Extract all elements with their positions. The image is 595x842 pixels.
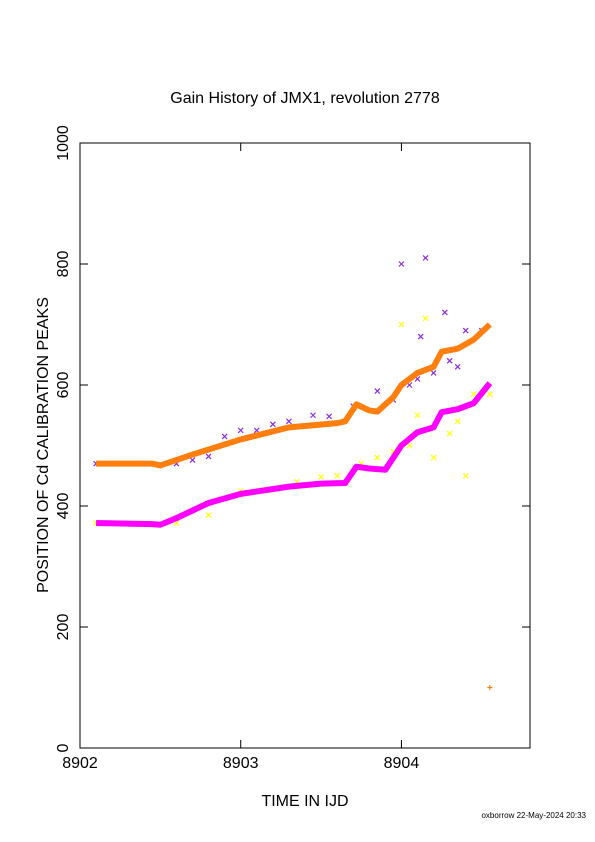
data-point	[374, 388, 381, 394]
data-point	[422, 255, 429, 261]
data-point	[462, 327, 469, 334]
data-point	[326, 413, 333, 420]
data-point	[221, 433, 228, 440]
data-point	[487, 685, 493, 690]
data-point	[414, 412, 421, 419]
data-point	[422, 315, 429, 322]
data-point	[486, 391, 493, 397]
y-tick-label: 800	[55, 251, 72, 278]
y-tick-label: 200	[55, 614, 72, 641]
data-point	[398, 261, 405, 267]
data-point	[454, 363, 461, 370]
data-point	[205, 512, 212, 518]
y-tick-label: 400	[55, 493, 72, 520]
x-tick-label: 8903	[223, 755, 259, 772]
data-point	[374, 454, 381, 461]
data-point	[398, 321, 405, 328]
data-point	[470, 391, 477, 397]
data-point	[310, 412, 316, 419]
y-tick-label: 0	[55, 743, 72, 752]
data-point	[441, 309, 448, 316]
y-tick-label: 600	[55, 372, 72, 399]
data-point	[446, 357, 453, 364]
data-point	[454, 418, 461, 425]
data-point	[189, 457, 196, 463]
y-axis-label: POSITION OF Cd CALIBRATION PEAKS	[35, 297, 52, 593]
chart-title: Gain History of JMX1, revolution 2778	[170, 90, 440, 107]
y-tick-label: 1000	[55, 125, 72, 161]
data-point	[462, 472, 469, 479]
series-line	[96, 381, 493, 528]
series-line	[96, 322, 492, 469]
data-point	[318, 474, 324, 480]
data-point	[205, 453, 212, 460]
x-tick-label: 8904	[384, 755, 420, 772]
footer: oxborrow 22-May-2024 20:33	[481, 811, 586, 820]
data-point	[269, 421, 276, 428]
data-point	[237, 427, 244, 434]
data-point	[286, 418, 292, 425]
x-axis-label: TIME IN IJD	[261, 793, 348, 810]
data-point	[430, 369, 437, 376]
x-tick-label: 8902	[62, 755, 98, 772]
plot-frame	[79, 142, 531, 749]
data-point	[417, 333, 424, 340]
data-point	[446, 430, 453, 437]
data-point	[430, 454, 437, 461]
data-point	[334, 472, 341, 479]
